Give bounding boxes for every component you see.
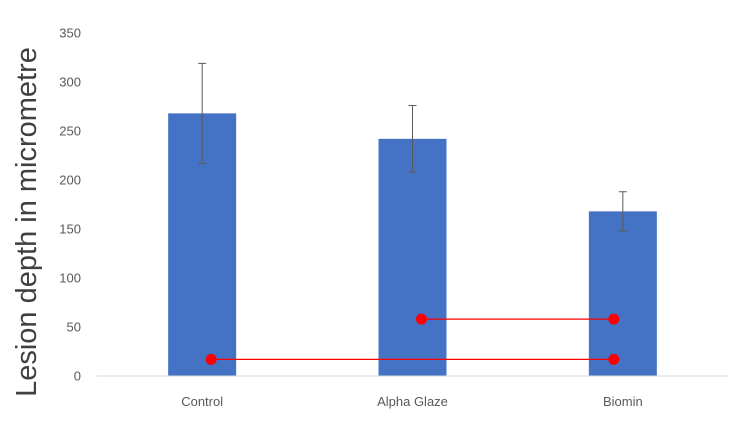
y-axis-ticks: 0 50 100 150 200 250 300 350 bbox=[59, 26, 81, 384]
x-tick-label: Biomin bbox=[603, 394, 643, 409]
x-axis-ticks: Control Alpha Glaze Biomin bbox=[181, 394, 643, 409]
significance-dot bbox=[416, 313, 427, 325]
y-tick-label: 200 bbox=[59, 173, 81, 188]
bar bbox=[588, 211, 657, 376]
significance-dot bbox=[608, 353, 620, 365]
y-tick-label: 250 bbox=[59, 124, 81, 139]
y-axis-label: Lesion depth in micrometre bbox=[11, 47, 43, 397]
y-tick-label: 150 bbox=[59, 222, 81, 237]
y-tick-label: 50 bbox=[67, 320, 81, 335]
x-tick-label: Control bbox=[181, 394, 223, 409]
y-tick-label: 100 bbox=[59, 271, 81, 286]
y-tick-label: 350 bbox=[59, 26, 81, 41]
significance-dot bbox=[205, 353, 217, 365]
x-tick-label: Alpha Glaze bbox=[377, 394, 448, 409]
error-bars bbox=[198, 62, 627, 232]
significance-brackets bbox=[205, 313, 620, 365]
y-tick-label: 300 bbox=[59, 75, 81, 90]
bar bbox=[378, 138, 447, 376]
significance-dot bbox=[608, 313, 620, 325]
y-tick-label: 0 bbox=[74, 369, 81, 384]
